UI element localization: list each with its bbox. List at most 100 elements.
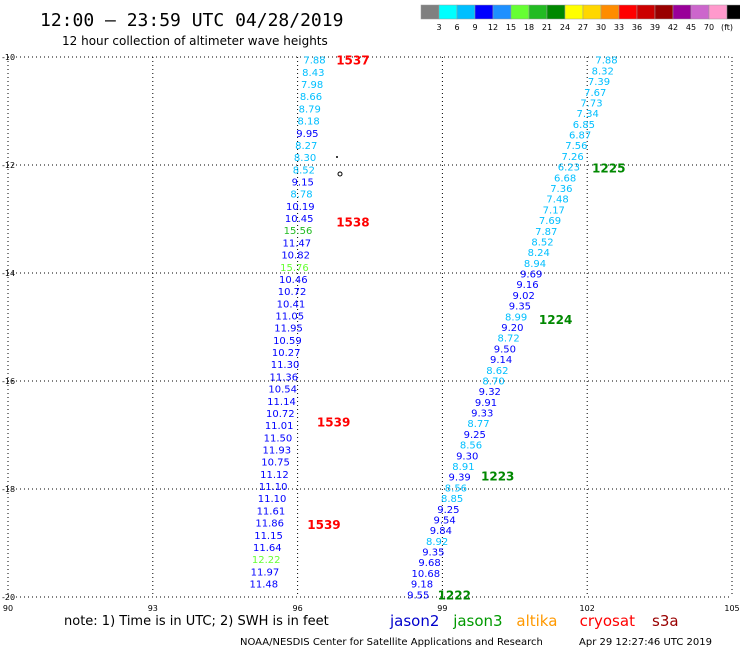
y-tick-label: -18 bbox=[2, 485, 15, 494]
scale-label: 3 bbox=[436, 23, 441, 32]
x-tick-label: 102 bbox=[580, 604, 595, 613]
wave-height-value: 10.68 bbox=[411, 569, 440, 580]
scale-swatch bbox=[456, 4, 476, 20]
wave-height-value: 11.61 bbox=[257, 506, 286, 517]
scale-swatch bbox=[528, 4, 548, 20]
wave-height-value: 8.43 bbox=[302, 68, 324, 79]
scale-label: 6 bbox=[454, 23, 459, 32]
scale-swatch bbox=[420, 4, 440, 20]
wave-height-value: 11.30 bbox=[271, 360, 300, 371]
footer-note: note: 1) Time is in UTC; 2) SWH is in fe… bbox=[64, 614, 329, 629]
scale-swatch bbox=[654, 4, 674, 20]
wave-height-value: 11.95 bbox=[274, 324, 303, 335]
scale-swatch bbox=[726, 4, 740, 20]
satellite-name: altika bbox=[516, 612, 557, 630]
scale-label: 12 bbox=[488, 23, 498, 32]
track-time-label: 1538 bbox=[336, 216, 369, 230]
wave-height-value: 15.56 bbox=[284, 226, 313, 237]
scale-label: 30 bbox=[596, 23, 606, 32]
wave-height-value: 9.15 bbox=[292, 178, 314, 189]
satellite-legend: jason2 jason3 altika cryosat s3a bbox=[389, 612, 679, 630]
satellite-name: s3a bbox=[652, 612, 679, 630]
wave-height-value: 7.88 bbox=[595, 56, 617, 67]
scale-label: 33 bbox=[614, 23, 624, 32]
wave-height-value: 7.73 bbox=[580, 98, 602, 109]
y-tick-label: -12 bbox=[2, 161, 15, 170]
wave-height-value: 9.55 bbox=[407, 590, 429, 601]
wave-height-value: 9.16 bbox=[516, 280, 538, 291]
wave-height-value: 11.48 bbox=[249, 580, 278, 591]
wave-height-value: 9.32 bbox=[479, 387, 501, 398]
wave-height-value: 10.75 bbox=[261, 458, 290, 469]
track-time-labels: 1537 1538 1539 1539 1225 1224 1223 1222 bbox=[307, 54, 625, 603]
wave-height-value: 7.98 bbox=[301, 80, 323, 91]
wave-height-value: 9.02 bbox=[513, 291, 535, 302]
wave-height-value: 9.95 bbox=[296, 129, 318, 140]
footer-credit: NOAA/NESDIS Center for Satellite Applica… bbox=[240, 637, 543, 648]
y-tick-label: -16 bbox=[2, 377, 15, 386]
wave-height-value: 8.18 bbox=[297, 117, 319, 128]
wave-height-value: 8.77 bbox=[467, 419, 489, 430]
wave-height-value: 9.84 bbox=[430, 526, 452, 537]
wave-height-value: 8.56 bbox=[445, 483, 467, 494]
axis-tick-labels: 90 93 96 99 102 105 -10 -12 -14 -16 -18 -20 bbox=[2, 53, 740, 613]
wave-height-value: 9.54 bbox=[433, 515, 455, 526]
wave-height-value: 11.64 bbox=[253, 543, 282, 554]
track-time-label: 1222 bbox=[438, 588, 471, 602]
wave-height-value: 10.45 bbox=[285, 214, 314, 225]
wave-height-value: 6.85 bbox=[573, 120, 595, 131]
wave-height-value: 10.82 bbox=[281, 251, 310, 262]
wave-height-value: 9.30 bbox=[456, 451, 478, 462]
track-time-label: 1223 bbox=[481, 470, 514, 484]
track-time-label: 1225 bbox=[592, 162, 625, 176]
wave-height-value: 11.01 bbox=[265, 421, 294, 432]
y-tick-label: -20 bbox=[2, 593, 15, 602]
wave-height-value: 9.50 bbox=[494, 344, 516, 355]
wave-height-value: 8.99 bbox=[505, 312, 527, 323]
scale-label: 15 bbox=[506, 23, 516, 32]
wave-height-value: 10.19 bbox=[286, 202, 315, 213]
wave-height-value: 8.24 bbox=[528, 248, 550, 259]
x-tick-label: 90 bbox=[3, 604, 13, 613]
wave-height-value: 11.86 bbox=[255, 519, 284, 530]
wave-height-value: 11.93 bbox=[262, 446, 291, 457]
wave-height-value: 11.05 bbox=[275, 312, 304, 323]
wave-height-value: 12.22 bbox=[252, 555, 281, 566]
wave-height-value: 7.36 bbox=[550, 184, 572, 195]
scale-label: 45 bbox=[686, 23, 696, 32]
scale-swatch bbox=[582, 4, 602, 20]
wave-height-value: 9.69 bbox=[520, 270, 542, 281]
wave-height-value: 8.62 bbox=[486, 366, 508, 377]
wave-height-value: 10.41 bbox=[277, 299, 306, 310]
scale-label: 21 bbox=[542, 23, 552, 32]
scale-swatch bbox=[510, 4, 530, 20]
wave-height-value: 8.85 bbox=[441, 494, 463, 505]
wave-height-value: 11.15 bbox=[254, 531, 283, 542]
wave-height-value: 9.35 bbox=[422, 548, 444, 559]
scale-label: 9 bbox=[472, 23, 477, 32]
track-time-label: 1537 bbox=[336, 54, 369, 68]
scale-label: 39 bbox=[650, 23, 660, 32]
wave-height-value: 9.33 bbox=[471, 409, 493, 420]
marker-dot bbox=[336, 156, 338, 158]
scale-swatch bbox=[546, 4, 566, 20]
chart-subtitle: 12 hour collection of altimeter wave hei… bbox=[62, 34, 328, 48]
wave-height-value: 6.87 bbox=[569, 131, 591, 142]
wave-height-value: 8.79 bbox=[299, 104, 321, 115]
scale-label: 18 bbox=[524, 23, 534, 32]
wave-height-value: 8.66 bbox=[300, 92, 322, 103]
wave-height-value: 7.88 bbox=[303, 56, 325, 67]
wave-height-value: 9.25 bbox=[437, 505, 459, 516]
wave-height-value: 11.36 bbox=[270, 372, 299, 383]
wave-height-value: 10.27 bbox=[272, 348, 301, 359]
x-tick-label: 96 bbox=[293, 604, 303, 613]
wave-height-value: 8.72 bbox=[497, 334, 519, 345]
wave-height-value: 7.69 bbox=[539, 216, 561, 227]
wave-height-value: 8.92 bbox=[426, 537, 448, 548]
wave-height-value: 10.72 bbox=[266, 409, 295, 420]
chart-title: 12:00 — 23:59 UTC 04/28/2019 bbox=[40, 10, 343, 31]
wave-height-value: 7.56 bbox=[565, 141, 587, 152]
wave-height-value: 8.52 bbox=[293, 165, 315, 176]
wave-height-value: 10.46 bbox=[279, 275, 308, 286]
